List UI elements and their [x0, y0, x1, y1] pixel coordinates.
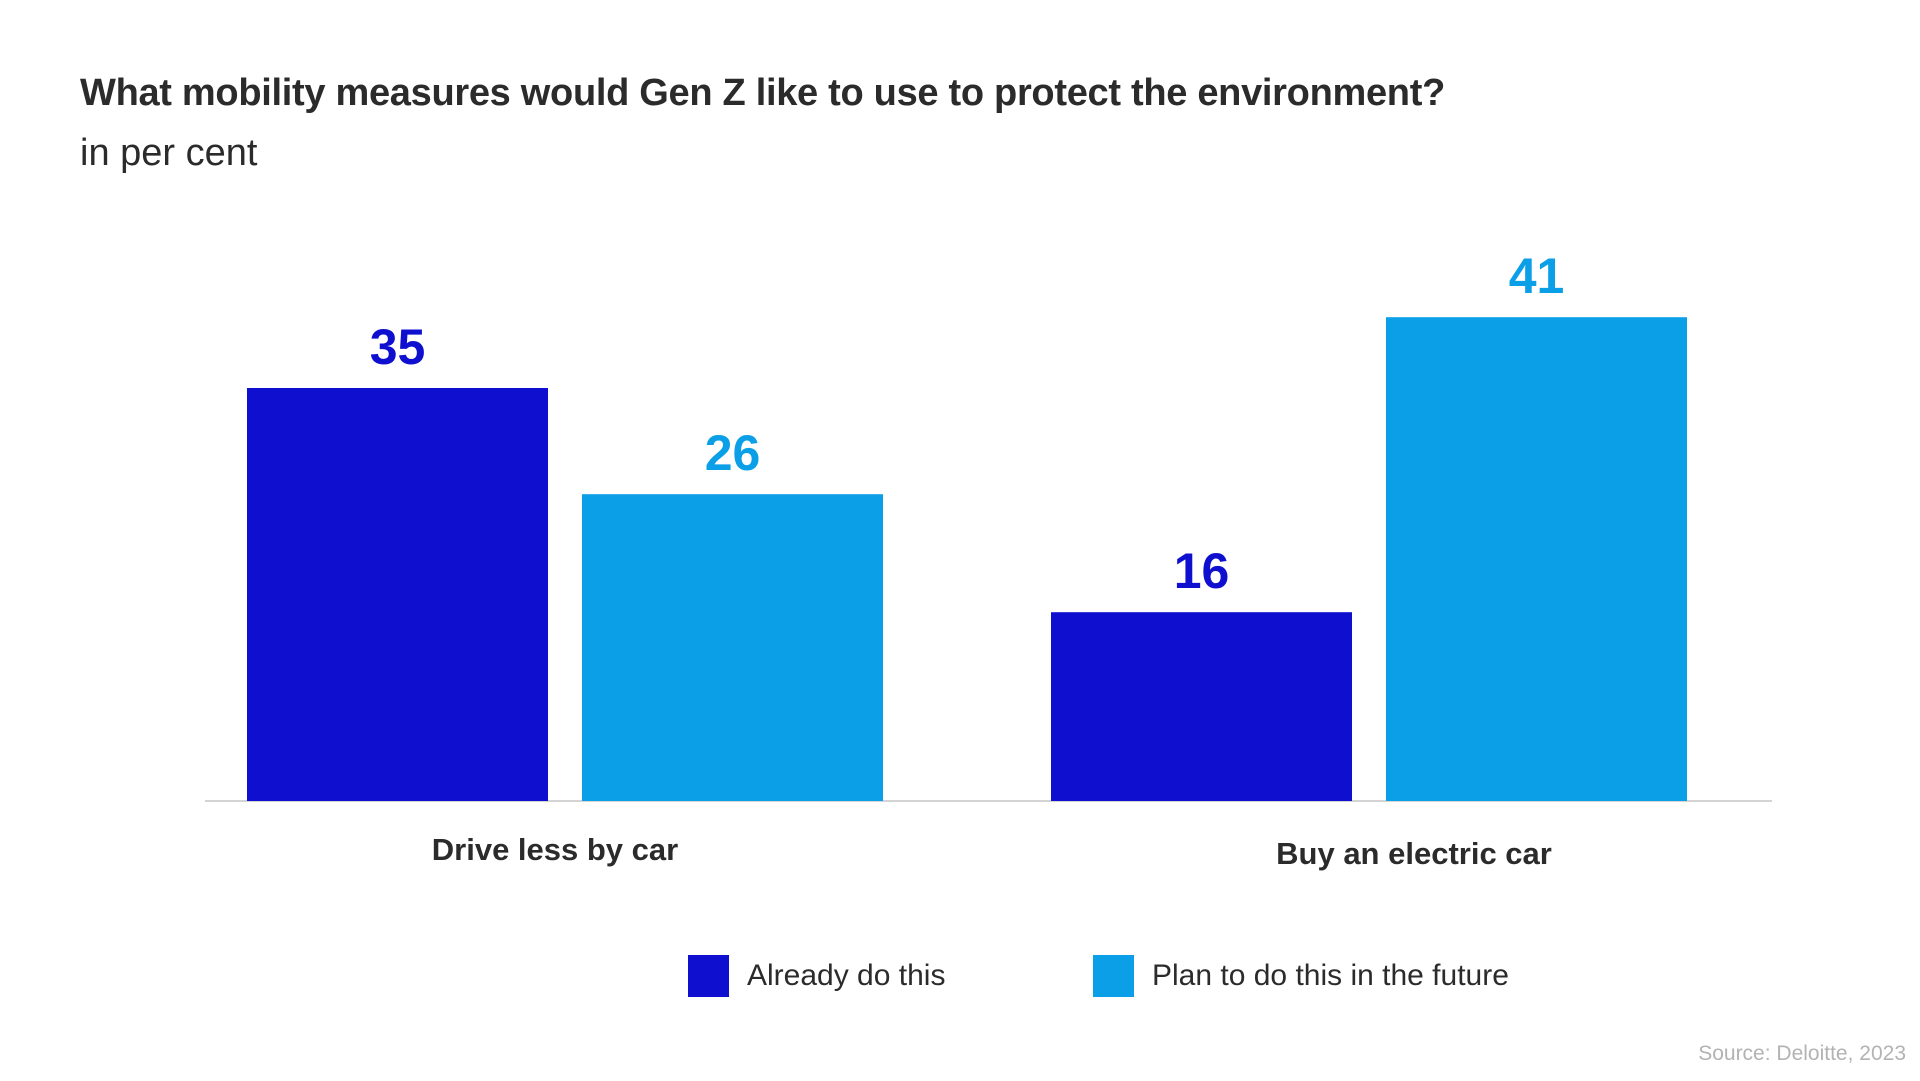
- source-note: Source: Deloitte, 2023: [1698, 1042, 1906, 1065]
- bar-plan-2: [1386, 317, 1687, 801]
- data-label-already-1: 35: [370, 319, 426, 375]
- legend-item-already: Already do this: [688, 955, 945, 997]
- legend-swatch-plan: [1093, 955, 1134, 997]
- chart-subtitle: in per cent: [80, 132, 258, 174]
- category-label-1: Drive less by car: [432, 832, 678, 867]
- bars-group: [247, 317, 1687, 801]
- category-label-2: Buy an electric car: [1276, 836, 1552, 871]
- bar-plan-1: [582, 494, 883, 801]
- data-label-plan-1: 26: [705, 425, 761, 481]
- bar-already-2: [1051, 612, 1352, 801]
- labels-group: 35 26 Drive less by car 16 41 Buy an electric…: [370, 248, 1565, 871]
- legend-label-already: Already do this: [747, 959, 946, 992]
- bar-already-1: [247, 388, 548, 801]
- data-label-plan-2: 41: [1509, 248, 1565, 304]
- legend-label-plan: Plan to do this in the future: [1152, 959, 1509, 992]
- legend-swatch-already: [688, 955, 729, 997]
- data-label-already-2: 16: [1174, 543, 1230, 599]
- legend-item-plan: Plan to do this in the future: [1093, 955, 1509, 997]
- chart-title: What mobility measures would Gen Z like …: [80, 72, 1445, 114]
- legend: Already do this Plan to do this in the f…: [0, 955, 1920, 999]
